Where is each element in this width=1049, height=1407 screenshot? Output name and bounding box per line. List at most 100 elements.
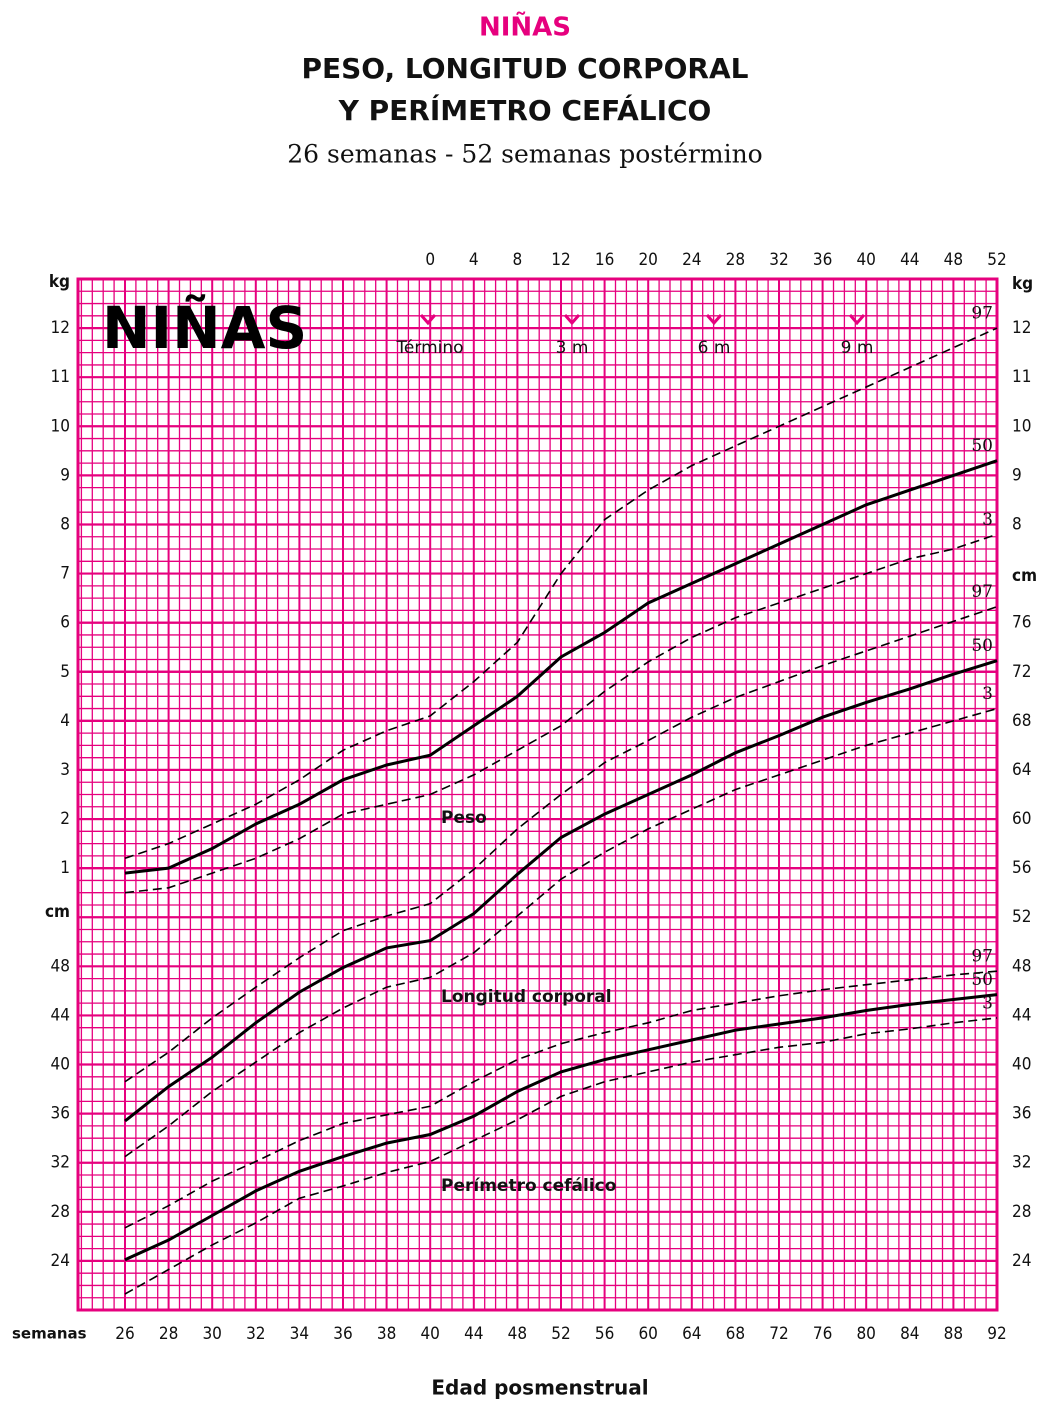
y-tick-label: 52	[1012, 907, 1031, 927]
top-tick-label: 40	[856, 250, 875, 270]
arrow	[419, 314, 437, 326]
x-tick-label: 64	[682, 1324, 701, 1344]
x-tick-label: 34	[290, 1324, 309, 1344]
top-tick-label: 4	[469, 250, 479, 270]
percentile-line	[124, 1017, 998, 1295]
milestone-label: 6 m	[698, 338, 731, 358]
percentile-label: 50	[971, 436, 993, 456]
percentile-line	[124, 533, 998, 894]
subtitle: Y PERÍMETRO CEFÁLICO	[338, 93, 712, 127]
x-tick-label: 48	[508, 1324, 527, 1344]
y-tick-label: 7	[60, 564, 70, 584]
percentile-line	[124, 707, 998, 1158]
percentile-label: 3	[982, 993, 993, 1013]
subtitle: PESO, LONGITUD CORPORAL	[301, 52, 748, 85]
y-tick-label: 10	[51, 416, 70, 436]
y-tick-label: 56	[1012, 858, 1031, 878]
x-tick-label: 40	[420, 1324, 439, 1344]
y-tick-label: 32	[51, 1153, 70, 1173]
top-tick-label: 52	[987, 250, 1006, 270]
y-tick-label: 24	[51, 1251, 70, 1271]
x-tick-label: 92	[987, 1324, 1006, 1344]
milestone-label: 9 m	[841, 338, 874, 358]
milestone-arrows	[419, 314, 866, 326]
percentile-label: 50	[971, 970, 993, 990]
y-tick-label: 48	[51, 956, 70, 976]
x-tick-label: 44	[464, 1324, 483, 1344]
y-tick-label: 6	[60, 613, 70, 633]
x-tick-label: 72	[769, 1324, 788, 1344]
y-tick-label: 44	[1012, 1005, 1031, 1025]
x-tick-label: 52	[551, 1324, 570, 1344]
percentile-line	[124, 459, 998, 875]
percentile-line	[124, 659, 998, 1123]
percentile-label: 50	[971, 636, 993, 656]
y-tick-label: 1	[60, 858, 70, 878]
x-tick-label: 68	[726, 1324, 745, 1344]
chart-label: NIÑAS	[102, 293, 307, 362]
x-tick-label: 80	[856, 1324, 875, 1344]
y-tick-label: 40	[1012, 1055, 1031, 1075]
percentile-label: 3	[982, 510, 993, 530]
y-tick-label: 60	[1012, 809, 1031, 829]
x-tick-label: 30	[202, 1324, 221, 1344]
y-tick-label: 8	[1012, 514, 1022, 534]
percentile-line	[124, 993, 998, 1262]
y-tick-label: 72	[1012, 662, 1031, 682]
y-tick-label: 28	[1012, 1202, 1031, 1222]
x-tick-label: 26	[115, 1324, 134, 1344]
section-label: Peso	[441, 808, 487, 828]
x-tick-label: 60	[638, 1324, 657, 1344]
percentile-line	[124, 327, 998, 860]
percentile-label: 97	[971, 947, 993, 967]
x-tick-label: 88	[944, 1324, 963, 1344]
percentile-line	[124, 970, 998, 1229]
x-unit-label: semanas	[12, 1325, 87, 1343]
y-tick-label: 4	[60, 711, 70, 731]
top-tick-label: 36	[813, 250, 832, 270]
subtitle: 26 semanas - 52 semanas postérmino	[287, 140, 762, 169]
y-tick-label: 32	[1012, 1153, 1031, 1173]
y-tick-label: 8	[60, 514, 70, 534]
y-tick-label: 9	[1012, 465, 1022, 485]
grid	[78, 279, 998, 1310]
section-label: Longitud corporal	[441, 987, 612, 1007]
y-tick-label: 12	[51, 318, 70, 338]
x-tick-label: 56	[595, 1324, 614, 1344]
top-tick-label: 8	[513, 250, 523, 270]
y2-unit-label: kg	[49, 272, 70, 292]
y-tick-label: 36	[1012, 1104, 1031, 1124]
y2-unit-label: kg	[1012, 274, 1033, 294]
y-tick-label: 11	[1012, 367, 1031, 387]
y-tick-label: 11	[51, 367, 70, 387]
page-title: NIÑAS	[479, 11, 571, 43]
y-tick-label: 68	[1012, 711, 1031, 731]
top-tick-label: 12	[551, 250, 570, 270]
y-tick-label: 44	[51, 1005, 70, 1025]
top-tick-label: 28	[726, 250, 745, 270]
y-tick-label: 40	[51, 1055, 70, 1075]
percentile-label: 97	[971, 582, 993, 602]
y-unit-label: cm	[45, 902, 70, 922]
top-tick-label: 20	[638, 250, 657, 270]
x-tick-label: 76	[813, 1324, 832, 1344]
x-tick-label: 28	[159, 1324, 178, 1344]
arrow	[563, 314, 581, 326]
y-unit-label: cm	[1012, 566, 1037, 586]
y-tick-label: 12	[1012, 318, 1031, 338]
x-tick-label: 36	[333, 1324, 352, 1344]
x-tick-label: 38	[377, 1324, 396, 1344]
percentile-label: 97	[971, 304, 993, 324]
top-tick-label: 48	[944, 250, 963, 270]
plot-border	[76, 277, 999, 1312]
arrow	[705, 314, 723, 326]
top-tick-label: 24	[682, 250, 701, 270]
percentile-label: 3	[982, 684, 993, 704]
y-tick-label: 28	[51, 1202, 70, 1222]
y-tick-label: 2	[60, 809, 70, 829]
milestone-label: 3 m	[556, 338, 589, 358]
top-tick-label: 32	[769, 250, 788, 270]
top-tick-label: 16	[595, 250, 614, 270]
x-tick-label: 32	[246, 1324, 265, 1344]
